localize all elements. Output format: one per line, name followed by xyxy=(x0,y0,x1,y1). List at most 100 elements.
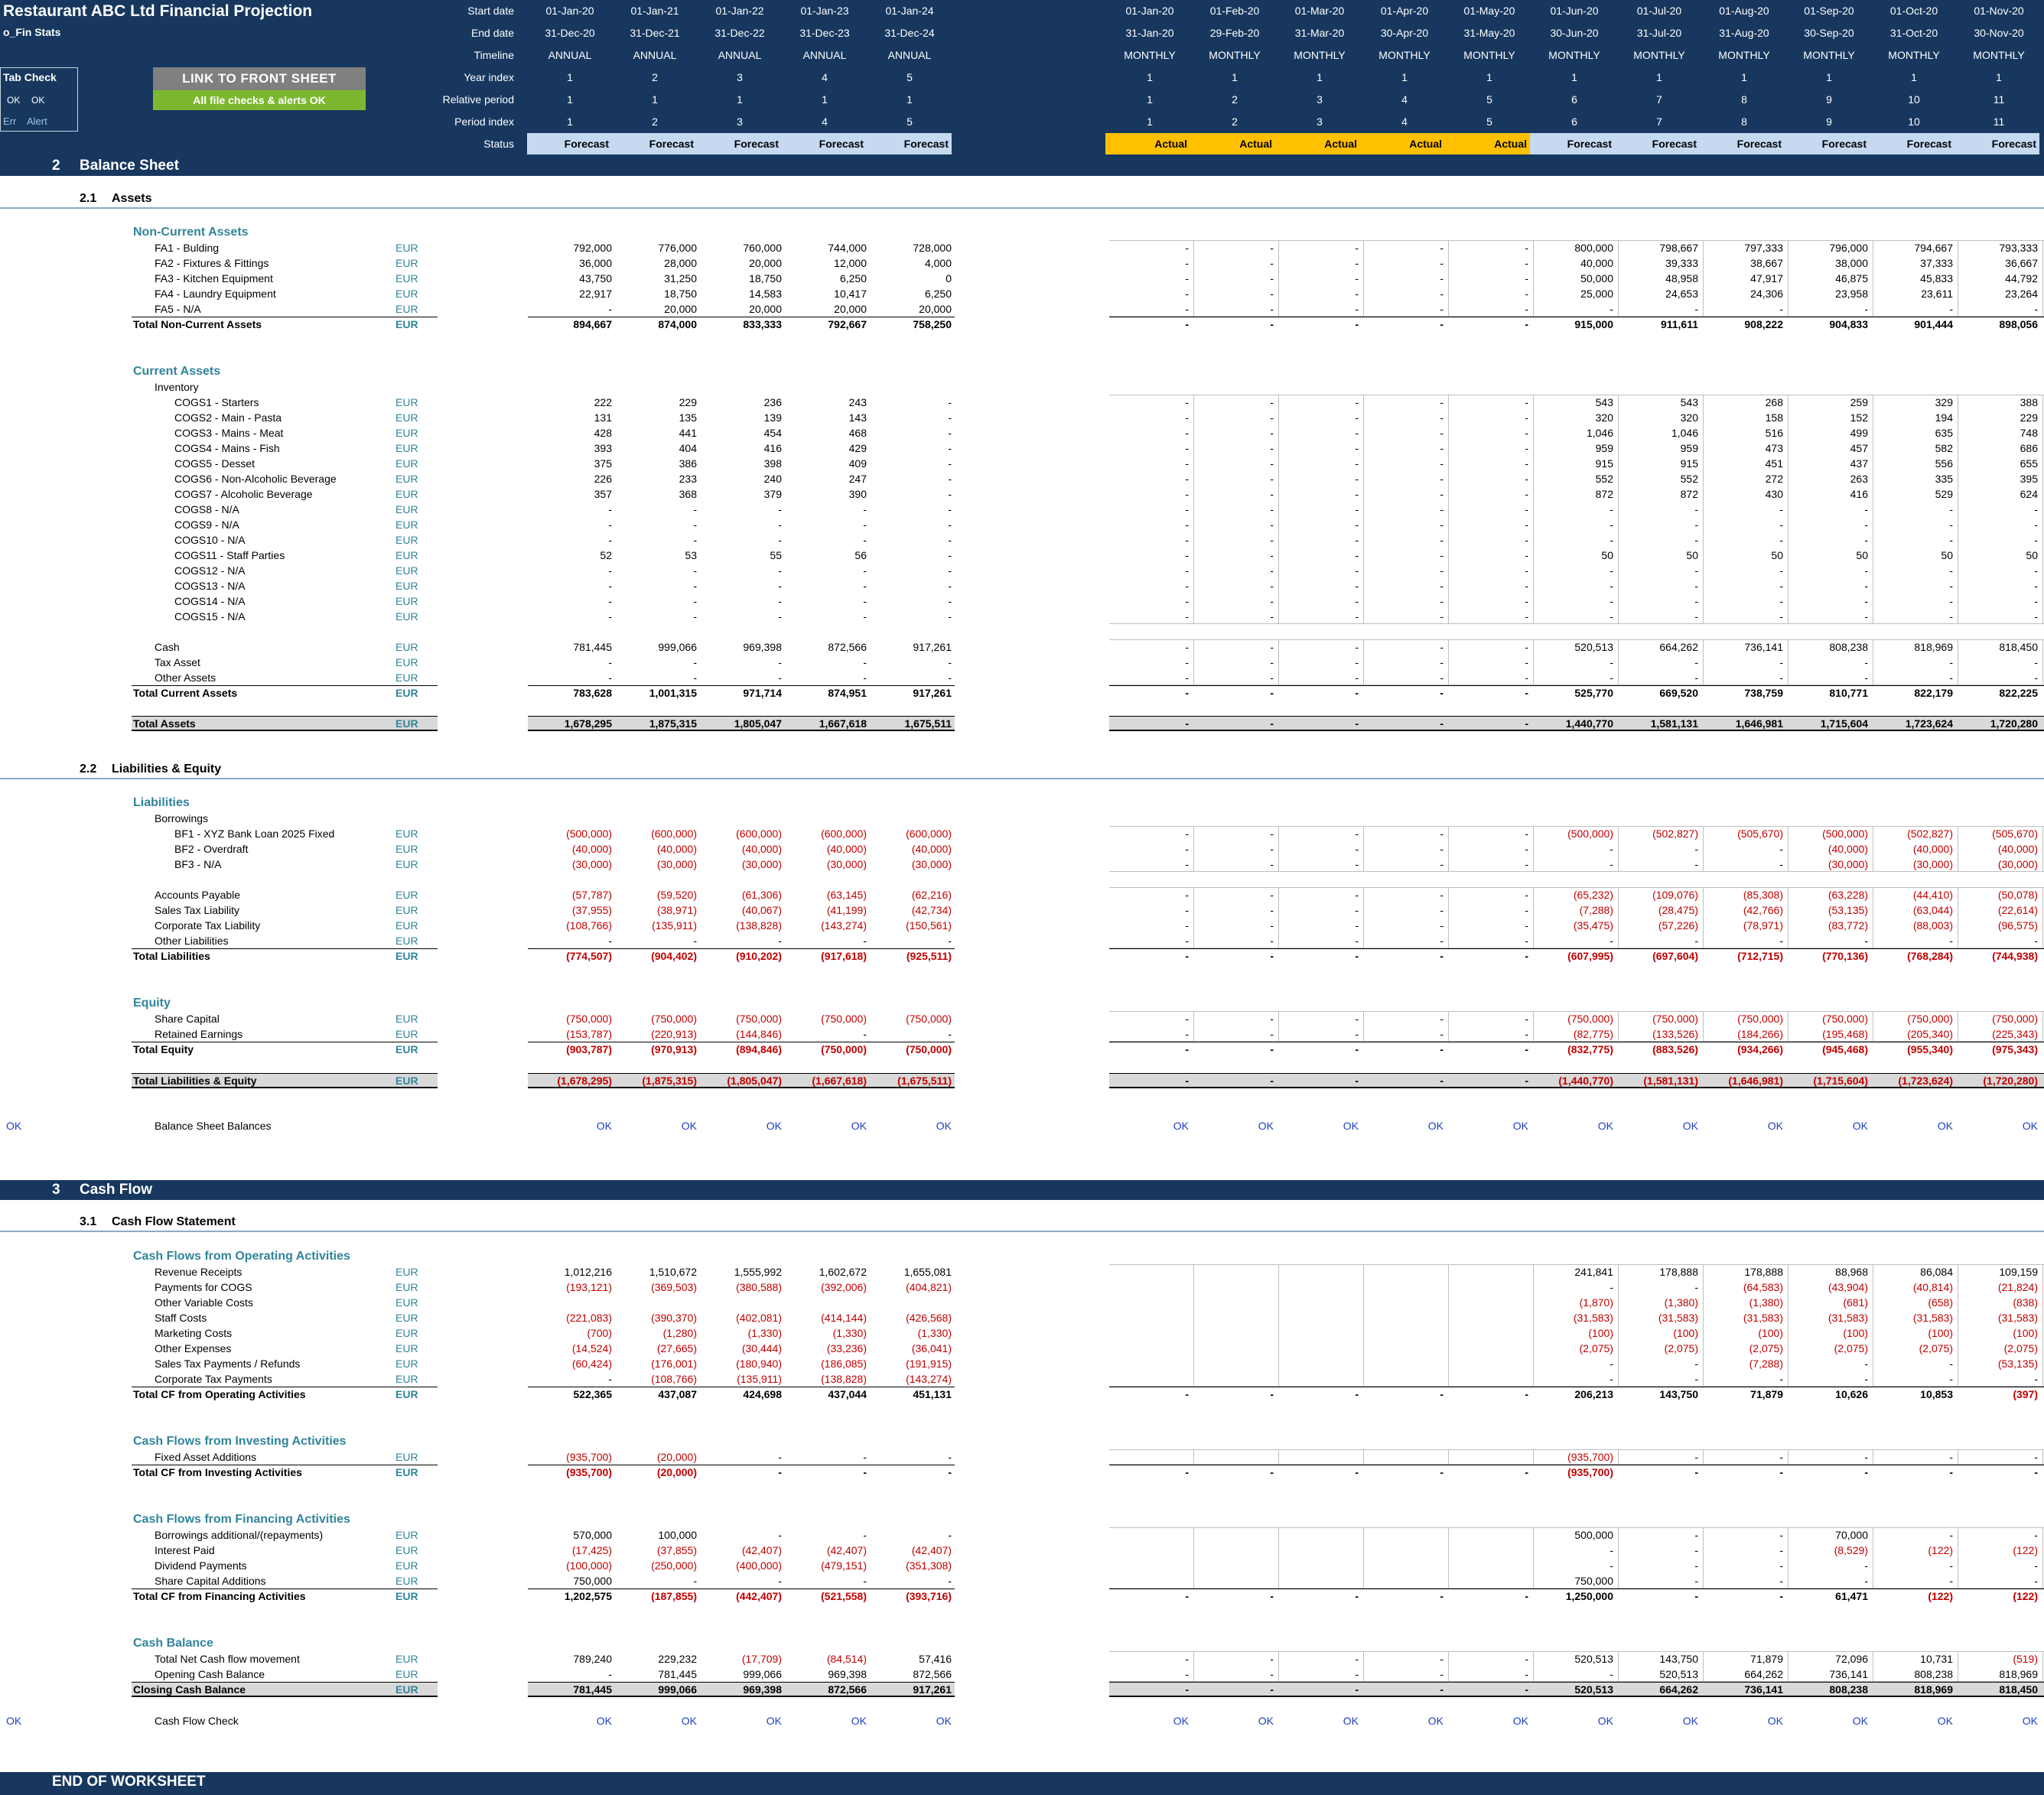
monthly-value: - xyxy=(1270,1668,1274,1680)
annual-value: 872,566 xyxy=(913,1668,952,1680)
monthly-value: - xyxy=(1779,610,1783,623)
monthly-start: 01-Oct-20 xyxy=(1889,5,1938,17)
monthly-value: - xyxy=(1525,427,1528,439)
monthly-value: - xyxy=(1355,1075,1359,1087)
monthly-value: - xyxy=(1864,1575,1868,1587)
currency-label: EUR xyxy=(395,1373,418,1385)
monthly-value: (122) xyxy=(1928,1590,1953,1602)
row-label: BF2 - Overdraft xyxy=(174,843,249,855)
monthly-value: - xyxy=(1440,1466,1443,1478)
monthly-value: - xyxy=(1440,427,1443,439)
monthly-value: 39,333 xyxy=(1665,257,1698,269)
annual-timeline: ANNUAL xyxy=(633,49,677,61)
monthly-value: 272 xyxy=(1765,473,1783,485)
monthly-value: - xyxy=(1185,687,1189,699)
currency-label: EUR xyxy=(395,1544,418,1556)
row-stp: Sales Tax Payments / Refunds EUR (60,424) (… xyxy=(0,1356,2044,1371)
status-badge: Forecast xyxy=(1700,133,1785,154)
monthly-value: - xyxy=(1779,1575,1783,1587)
monthly-value: - xyxy=(1185,671,1189,684)
monthly-year_index: 1 xyxy=(1147,71,1153,83)
monthly-value: 520,513 xyxy=(1574,1653,1613,1665)
annual-period_index: 5 xyxy=(906,115,913,128)
monthly-value: (63,044) xyxy=(1912,904,1953,916)
section-number: 2 xyxy=(52,158,60,174)
monthly-value: (750,000) xyxy=(1567,1013,1613,1025)
monthly-value: - xyxy=(1779,519,1783,531)
monthly-year_index: 1 xyxy=(1571,71,1577,83)
monthly-value: 686 xyxy=(2020,442,2038,454)
monthly-value: - xyxy=(1185,1075,1189,1087)
monthly-value: (1,380) xyxy=(1749,1296,1783,1309)
link-to-front-sheet-button[interactable]: LINK TO FRONT SHEET xyxy=(153,67,366,90)
monthly-value: - xyxy=(1694,534,1698,546)
monthly-value: (40,000) xyxy=(1997,843,2038,855)
monthly-value: - xyxy=(1440,396,1443,408)
annual-value: - xyxy=(948,1466,952,1478)
monthly-value: - xyxy=(1185,1653,1189,1665)
row-label: Revenue Receipts xyxy=(155,1266,242,1278)
monthly-value: - xyxy=(1185,641,1189,653)
monthly-value: - xyxy=(2034,610,2038,623)
section-divider xyxy=(0,207,2044,209)
monthly-value: - xyxy=(1609,1668,1613,1680)
annual-value: (600,000) xyxy=(821,828,867,840)
monthly-value: - xyxy=(1270,1466,1274,1478)
monthly-value: - xyxy=(1694,656,1698,668)
row-rr: Revenue Receipts EUR 1,012,216 1,510,672 1,5… xyxy=(0,1264,2044,1280)
annual-value: 20,000 xyxy=(749,303,782,315)
monthly-value: (31,583) xyxy=(1828,1312,1868,1324)
annual-value: 6,250 xyxy=(924,288,952,300)
annual-value: (37,855) xyxy=(656,1544,697,1556)
monthly-value: - xyxy=(1525,828,1528,840)
alert-flag: Alert xyxy=(27,115,47,127)
monthly-value: - xyxy=(1270,1075,1274,1087)
monthly-value: - xyxy=(1525,318,1528,330)
monthly-value: - xyxy=(1694,1373,1698,1385)
monthly-value: - xyxy=(1355,411,1359,424)
row-label: Closing Cash Balance xyxy=(133,1683,246,1696)
monthly-value: - xyxy=(1440,272,1443,285)
monthly-value: (40,814) xyxy=(1912,1281,1953,1293)
row-label: FA2 - Fixtures & Fittings xyxy=(155,257,269,269)
monthly-value: 23,958 xyxy=(1835,288,1868,300)
annual-value: 468 xyxy=(848,427,867,439)
monthly-value: (832,775) xyxy=(1567,1043,1613,1055)
monthly-value: - xyxy=(1779,1373,1783,1385)
annual-value: (1,330) xyxy=(832,1327,867,1339)
monthly-value: 72,096 xyxy=(1835,1653,1868,1665)
monthly-value: - xyxy=(1270,303,1274,315)
monthly-value: - xyxy=(1949,1529,1953,1541)
annual-value: (30,000) xyxy=(741,858,782,870)
monthly-value: - xyxy=(1864,1358,1868,1370)
monthly-period_index: 9 xyxy=(1826,115,1832,128)
row-label: Total CF from Investing Activities xyxy=(133,1466,302,1478)
monthly-grid xyxy=(1109,887,2044,948)
monthly-value: - xyxy=(1949,303,1953,315)
annual-value: (20,000) xyxy=(656,1451,697,1463)
end-of-worksheet-band: END OF WORKSHEET xyxy=(0,1772,2044,1795)
annual-end: 31-Dec-20 xyxy=(545,27,595,39)
annual-value: - xyxy=(778,503,782,515)
monthly-value: - xyxy=(1525,534,1528,546)
annual-value: (1,675,511) xyxy=(897,1075,952,1087)
row-ap: Accounts Payable EUR (57,787) (59,520) (61,3… xyxy=(0,887,2044,902)
row-ba: Borrowings additional/(repayments) EUR 570… xyxy=(0,1527,2044,1543)
financing-activities-heading: Cash Flows from Financing Activities xyxy=(133,1513,350,1526)
monthly-relative: 8 xyxy=(1741,93,1747,106)
monthly-value: - xyxy=(1609,580,1613,592)
monthly-check: OK xyxy=(1173,1715,1189,1727)
monthly-value: - xyxy=(1185,828,1189,840)
monthly-value: - xyxy=(2034,935,2038,947)
annual-value: - xyxy=(693,595,697,607)
row-label: Other Assets xyxy=(155,671,216,684)
monthly-value: - xyxy=(1864,595,1868,607)
monthly-value: 529 xyxy=(1935,488,1953,500)
annual-value: (970,913) xyxy=(651,1043,697,1055)
currency-label: EUR xyxy=(395,935,418,947)
monthly-value: 46,875 xyxy=(1835,272,1868,285)
status-badge: Forecast xyxy=(1870,133,1954,154)
monthly-value: 61,471 xyxy=(1835,1590,1868,1602)
annual-value: - xyxy=(863,503,867,515)
monthly-value: - xyxy=(1949,1575,1953,1587)
